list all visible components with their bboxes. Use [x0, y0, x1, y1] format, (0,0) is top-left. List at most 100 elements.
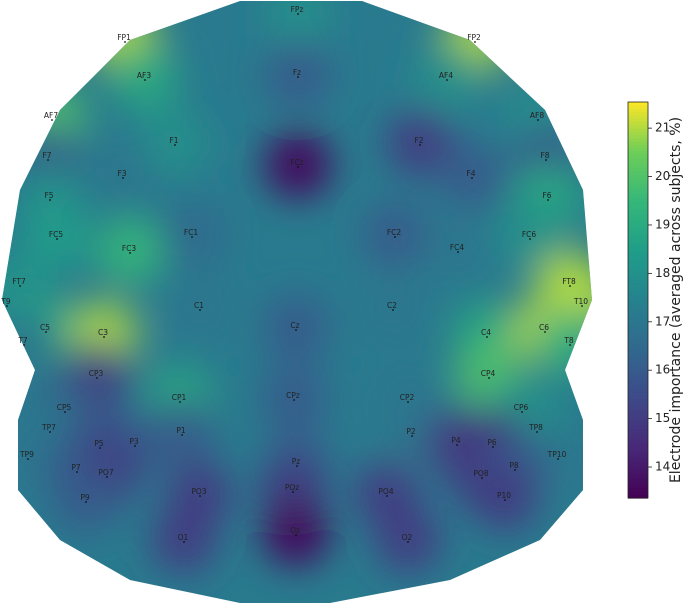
- colorbar-segment: [628, 491, 648, 496]
- colorbar-segment: [628, 412, 648, 417]
- colorbar-segment: [628, 187, 648, 192]
- electrode-label: F2: [414, 136, 423, 145]
- colorbar-segment: [628, 144, 648, 149]
- electrode-dot: [122, 177, 124, 179]
- electrode-dot: [6, 305, 8, 307]
- electrode-label: PO7: [98, 468, 113, 477]
- colorbar-segment: [628, 346, 648, 351]
- colorbar-segment: [628, 494, 648, 499]
- electrode-label: P9: [80, 493, 90, 502]
- colorbar-tick-label: 20: [655, 169, 670, 183]
- electrode-value: [158, 201, 226, 269]
- colorbar-segment: [628, 399, 648, 403]
- electrode-label: PO3: [191, 487, 206, 496]
- electrode-dot: [492, 446, 494, 448]
- electrode-dot: [481, 477, 483, 479]
- colorbar-segment: [628, 408, 648, 413]
- colorbar-segment: [628, 230, 648, 235]
- electrode-value: [471, 464, 539, 532]
- colorbar-segment: [628, 217, 648, 222]
- electrode-dot: [471, 177, 473, 179]
- colorbar-tick-label: 21: [655, 121, 670, 135]
- electrode-label: T8: [563, 336, 574, 345]
- colorbar-segment: [628, 286, 648, 291]
- colorbar-segment: [628, 382, 648, 387]
- colorbar-segment: [628, 461, 648, 466]
- electrode-dot: [557, 458, 559, 460]
- electrode-value: [141, 109, 209, 177]
- colorbar-segment: [628, 111, 648, 116]
- colorbar-segment: [628, 333, 648, 337]
- electrode-dot: [27, 458, 29, 460]
- colorbar-segment: [628, 220, 648, 225]
- electrode-dot: [134, 445, 136, 447]
- colorbar-segment: [628, 435, 648, 440]
- electrode-dot: [569, 285, 571, 287]
- colorbar-segment: [628, 296, 648, 301]
- colorbar-segment: [628, 392, 648, 397]
- electrode-dot: [199, 495, 201, 497]
- colorbar-segment: [628, 181, 648, 186]
- colorbar-segment: [628, 260, 648, 265]
- colorbar-segment: [628, 455, 648, 459]
- colorbar-segment: [628, 201, 648, 205]
- colorbar-segment: [628, 319, 648, 324]
- electrode-label: FT7: [12, 277, 26, 286]
- electrode-dot: [474, 41, 476, 43]
- electrode-value: [359, 274, 427, 342]
- colorbar-segment: [628, 197, 648, 202]
- colorbar-segment: [628, 257, 648, 261]
- electrode-label: PO8: [473, 469, 488, 478]
- electrode-dot: [174, 144, 176, 146]
- colorbar-segment: [628, 237, 648, 242]
- colorbar-frame: [627, 101, 649, 499]
- electrode-dot: [536, 431, 538, 433]
- electrode-dot: [545, 159, 547, 161]
- colorbar-segment: [628, 441, 648, 446]
- electrode-value: [260, 364, 328, 432]
- electrode-label: TP9: [19, 450, 34, 459]
- electrode-label: C4: [481, 328, 491, 337]
- electrode-label: O2: [402, 533, 413, 542]
- electrode-dot: [19, 285, 21, 287]
- colorbar-segment: [628, 478, 648, 483]
- electrode-dot: [386, 495, 388, 497]
- electrode-value: [264, 131, 332, 199]
- electrode-dot: [292, 491, 294, 493]
- colorbar-segment: [628, 148, 648, 153]
- electrode-dot: [199, 309, 201, 311]
- electrode-label: FT8: [562, 277, 576, 286]
- colorbar-segment: [628, 323, 648, 327]
- colorbar-segment: [628, 247, 648, 252]
- colorbar-segment: [628, 425, 648, 430]
- colorbar-segment: [628, 151, 648, 156]
- electrode-value: [374, 506, 442, 574]
- colorbar-segment: [628, 422, 648, 426]
- electrode-dot: [23, 344, 25, 346]
- electrode-dot: [529, 238, 531, 240]
- electrode-dot: [392, 309, 394, 311]
- electrode-label: F1: [169, 136, 178, 145]
- colorbar-segment: [628, 428, 648, 433]
- colorbar-segment: [628, 448, 648, 453]
- electrode-dot: [446, 79, 448, 81]
- colorbar-segment: [628, 359, 648, 364]
- electrode-label: FP2: [467, 33, 481, 42]
- colorbar-segment: [628, 484, 648, 489]
- electrode-label: TP10: [547, 450, 567, 459]
- colorbar-segment: [628, 326, 648, 331]
- electrode-value: [438, 142, 506, 210]
- colorbar-segment: [628, 108, 648, 113]
- colorbar-segment: [628, 369, 648, 374]
- electrode-label: F6: [542, 191, 551, 200]
- electrode-value: [424, 216, 492, 284]
- colorbar-segment: [628, 402, 648, 407]
- colorbar-segment: [628, 224, 648, 228]
- electrode-dot: [49, 199, 51, 201]
- electrode-label: F8: [540, 151, 549, 160]
- colorbar-segment: [628, 270, 648, 275]
- colorbar-segment: [628, 105, 648, 110]
- colorbar-segment: [628, 306, 648, 311]
- colorbar-segment: [628, 313, 648, 318]
- electrode-value: [166, 274, 234, 342]
